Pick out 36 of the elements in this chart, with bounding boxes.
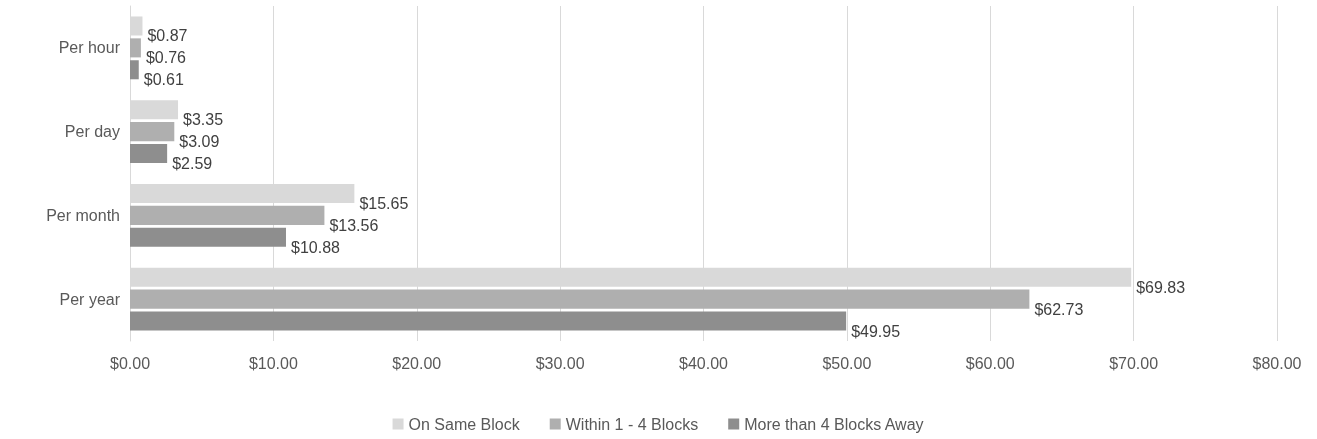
data-label: $10.88 [290,238,341,256]
x-tick-label: $70.00 [1109,354,1159,372]
legend-label: Within 1 - 4 Blocks [565,415,699,433]
x-tick-label: $30.00 [535,354,585,372]
data-label: $13.56 [329,216,379,234]
data-label: $15.65 [359,194,409,212]
legend-label: On Same Block [408,415,521,433]
x-tick-label: $20.00 [392,354,442,372]
x-tick-label: $60.00 [965,354,1015,372]
legend-label: More than 4 Blocks Away [744,415,924,433]
bar [130,205,325,225]
x-tick-label: $80.00 [1252,354,1302,372]
y-tick-label: Per month [46,206,120,224]
data-label: $0.87 [147,27,188,45]
y-tick-label: Per hour [58,39,121,57]
x-tick-label: $50.00 [822,354,872,372]
bar [130,144,168,164]
bar [130,60,139,80]
bar [130,122,175,142]
data-label: $0.76 [145,49,187,67]
y-tick-label: Per day [64,123,120,141]
x-tick-label: $10.00 [248,354,298,372]
data-label: $0.61 [143,71,184,89]
bar [130,227,286,247]
data-label: $62.73 [1034,300,1084,318]
data-label: $49.95 [851,322,901,340]
x-tick-label: $40.00 [679,354,729,372]
x-tick-label: $0.00 [109,354,151,372]
bar [130,311,847,331]
data-label: $2.59 [172,155,213,173]
data-label: $69.83 [1136,278,1186,296]
data-label: $3.35 [183,111,224,129]
y-tick-label: Per year [59,290,121,308]
data-label: $3.09 [179,133,220,151]
bar [130,38,141,58]
bar [130,289,1030,309]
